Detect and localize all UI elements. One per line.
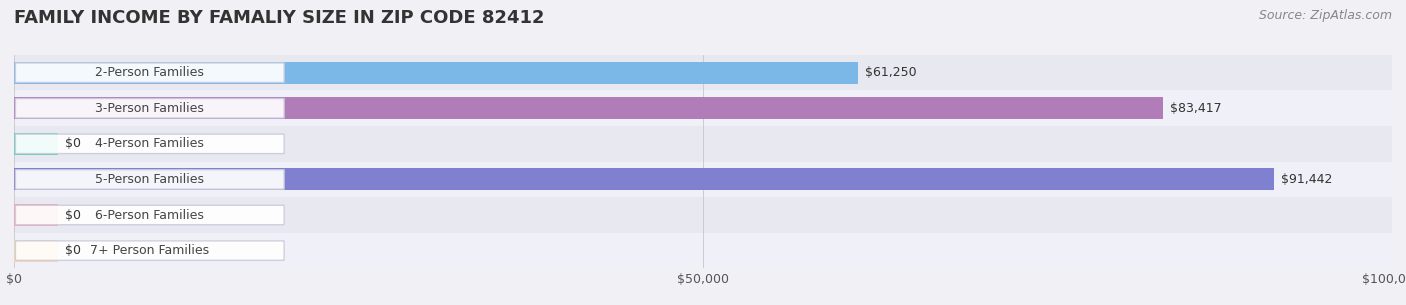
- FancyBboxPatch shape: [15, 134, 284, 154]
- Bar: [14, 168, 1274, 190]
- Bar: [14, 126, 1392, 162]
- Bar: [14, 233, 1392, 268]
- Text: $0: $0: [65, 244, 82, 257]
- Text: $0: $0: [65, 137, 82, 150]
- Bar: [14, 240, 58, 262]
- Bar: [14, 204, 58, 226]
- Bar: [14, 55, 1392, 91]
- FancyBboxPatch shape: [15, 63, 284, 82]
- Bar: [14, 91, 1392, 126]
- Bar: [14, 197, 1392, 233]
- Bar: [14, 162, 1392, 197]
- Text: 5-Person Families: 5-Person Families: [96, 173, 204, 186]
- FancyBboxPatch shape: [15, 241, 284, 260]
- Text: $91,442: $91,442: [1281, 173, 1333, 186]
- Bar: [14, 97, 1163, 119]
- Bar: [14, 62, 858, 84]
- Text: $0: $0: [65, 209, 82, 221]
- Text: $61,250: $61,250: [865, 66, 917, 79]
- Text: 4-Person Families: 4-Person Families: [96, 137, 204, 150]
- Text: Source: ZipAtlas.com: Source: ZipAtlas.com: [1258, 9, 1392, 22]
- FancyBboxPatch shape: [15, 99, 284, 118]
- Text: $83,417: $83,417: [1170, 102, 1222, 115]
- Text: 2-Person Families: 2-Person Families: [96, 66, 204, 79]
- Text: 6-Person Families: 6-Person Families: [96, 209, 204, 221]
- Text: FAMILY INCOME BY FAMALIY SIZE IN ZIP CODE 82412: FAMILY INCOME BY FAMALIY SIZE IN ZIP COD…: [14, 9, 544, 27]
- FancyBboxPatch shape: [15, 205, 284, 225]
- Bar: [14, 133, 58, 155]
- Text: 7+ Person Families: 7+ Person Families: [90, 244, 209, 257]
- FancyBboxPatch shape: [15, 170, 284, 189]
- Text: 3-Person Families: 3-Person Families: [96, 102, 204, 115]
